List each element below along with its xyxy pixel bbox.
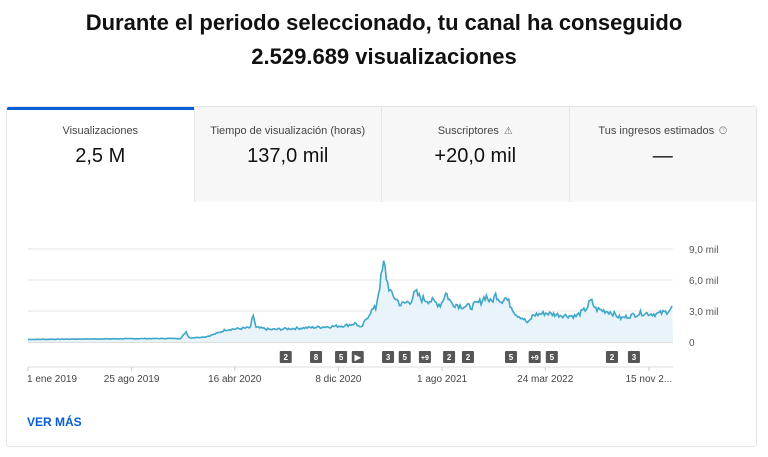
x-tick-label: 25 ago 2019 <box>104 374 160 385</box>
annotation-label: 5 <box>339 353 344 362</box>
annotation-label: 8 <box>314 353 319 362</box>
x-tick-label: 8 dic 2020 <box>315 374 362 385</box>
annotation-label: 5 <box>550 353 555 362</box>
annotation-badge <box>351 351 364 363</box>
annotation-badge <box>382 351 395 363</box>
series-line <box>28 260 673 341</box>
x-tick-label: 1 ago 2021 <box>417 374 467 385</box>
x-tick-label: 15 nov 2... <box>625 374 672 385</box>
annotation-badge <box>461 351 474 363</box>
tab-subscribers[interactable]: Suscriptores ⚠ +20,0 mil <box>381 107 569 202</box>
annotation-badge <box>443 351 456 363</box>
x-tick-label: 1 ene 2019 <box>27 374 77 385</box>
annotation-label: 3 <box>386 353 391 362</box>
page-title: Durante el periodo seleccionado, tu cana… <box>0 6 768 74</box>
clock-icon[interactable]: 🕓︎ <box>719 126 728 137</box>
x-tick-label: 24 mar 2022 <box>517 374 574 385</box>
title-line-1: Durante el periodo seleccionado, tu cana… <box>85 10 683 35</box>
annotation-badge <box>605 351 618 363</box>
tab-value: +20,0 mil <box>434 145 517 167</box>
y-tick-label: 6,0 mil <box>689 276 718 287</box>
tab-value: 2,5 M <box>75 145 126 167</box>
tab-label-row: Suscriptores ⚠ <box>382 125 569 137</box>
tab-label: Suscriptores <box>437 125 499 137</box>
annotation-label: 2 <box>284 353 289 362</box>
y-tick-label: 9,0 mil <box>689 245 718 256</box>
y-tick-label: 0 <box>689 338 695 349</box>
annotation-badge <box>398 351 411 363</box>
annotation-badge <box>627 351 640 363</box>
annotation-badge <box>504 351 517 363</box>
tab-revenue[interactable]: Tus ingresos estimados 🕓︎ — <box>568 107 757 202</box>
annotation-label: 5 <box>509 353 514 362</box>
annotation-label: 2 <box>447 353 452 362</box>
see-more-link[interactable]: VER MÁS <box>27 415 82 429</box>
area-fill <box>28 260 673 342</box>
y-tick-label: 3,0 mil <box>689 307 718 318</box>
annotation-label: 2 <box>610 353 615 362</box>
x-tick-label: 16 abr 2020 <box>208 374 262 385</box>
annotation-badge <box>335 351 348 363</box>
annotation-badge <box>418 351 431 363</box>
annotation-badge <box>279 351 292 363</box>
warning-icon[interactable]: ⚠ <box>503 126 513 137</box>
tab-label: Visualizaciones <box>62 125 139 137</box>
tab-value: 137,0 mil <box>247 145 329 167</box>
annotation-badge <box>310 351 323 363</box>
analytics-card: Visualizaciones 2,5 M Tiempo de visualiz… <box>6 106 757 447</box>
tab-watch-time[interactable]: Tiempo de visualización (horas) 137,0 mi… <box>193 107 381 202</box>
tab-value: — <box>652 145 673 167</box>
annotation-label: 5 <box>402 353 407 362</box>
annotation-label: ▶ <box>354 353 362 362</box>
tab-label: Tiempo de visualización (horas) <box>210 125 366 137</box>
annotation-badge <box>545 351 558 363</box>
annotation-label: +9 <box>421 355 429 362</box>
annotation-label: +9 <box>531 355 539 362</box>
tab-label: Tus ingresos estimados <box>598 125 715 137</box>
annotation-badge <box>528 351 541 363</box>
annotation-label: 3 <box>632 353 637 362</box>
tab-label-row: Tus ingresos estimados 🕓︎ <box>570 125 757 137</box>
tab-views[interactable]: Visualizaciones 2,5 M <box>7 107 194 202</box>
title-line-2: 2.529.689 visualizaciones <box>251 44 517 69</box>
metric-tabs: Visualizaciones 2,5 M Tiempo de visualiz… <box>7 107 756 202</box>
annotation-label: 2 <box>466 353 471 362</box>
views-chart: 0 3,0 mil 6,0 mil 9,0 mil 2 8 5 ▶ 3 5 +9 2 2 5 +9 5 2 3 1 … <box>27 245 718 385</box>
